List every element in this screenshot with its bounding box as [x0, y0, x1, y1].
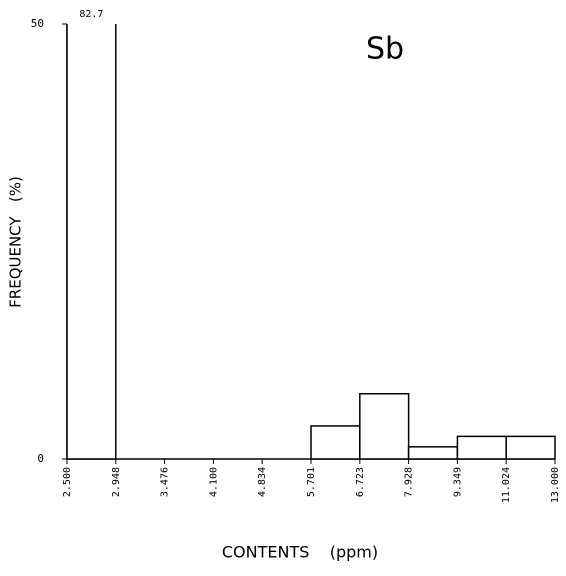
x-axis-label: CONTENTS (ppm) — [222, 543, 378, 562]
x-tick-label: 13.000 — [550, 467, 561, 503]
x-tick-label: 5.701 — [306, 467, 317, 497]
x-tick-label: 9.349 — [452, 467, 463, 497]
bar — [456, 435, 507, 460]
bar — [66, 24, 117, 460]
bar — [310, 425, 361, 460]
x-tick-label: 6.723 — [355, 467, 366, 497]
x-tick-label: 2.500 — [62, 467, 73, 497]
x-tick-label: 4.100 — [208, 467, 219, 497]
y-tick-label: 50 — [31, 17, 44, 30]
y-tick-label: 0 — [37, 452, 44, 465]
annotation: Sb — [366, 32, 404, 67]
x-tick-label: 4.834 — [257, 467, 268, 497]
x-tick-label: 11.024 — [501, 467, 512, 503]
x-tick-label: 7.928 — [404, 467, 415, 497]
bar — [505, 435, 556, 460]
bar — [359, 393, 410, 460]
bars — [66, 24, 556, 460]
bar — [407, 446, 459, 460]
value-label: 82.7 — [79, 9, 103, 20]
x-tick-label: 2.948 — [111, 467, 122, 497]
y-axis-label: FREQUENCY (%) — [7, 176, 25, 308]
x-tick-label: 3.476 — [160, 467, 171, 497]
